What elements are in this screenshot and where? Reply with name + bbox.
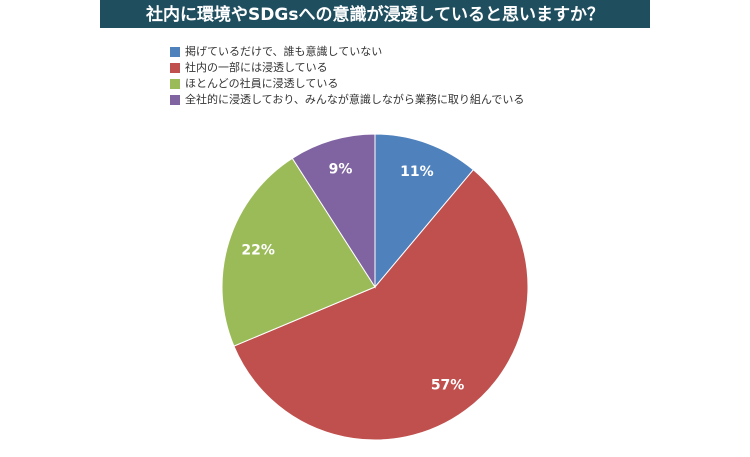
pie-slice xyxy=(374,133,475,289)
legend-label: 社内の一部には浸透している xyxy=(185,60,328,74)
legend-label: 全社的に浸透しており、みんなが意識しながら業務に取り組んでいる xyxy=(185,92,524,106)
legend-swatch xyxy=(170,63,180,73)
legend-swatch xyxy=(170,47,180,57)
legend-label: ほとんどの社員に浸透している xyxy=(185,76,338,90)
pie-slice xyxy=(221,157,376,347)
value-label: 57% xyxy=(431,378,465,394)
pie-slice xyxy=(233,169,529,441)
title-background xyxy=(100,0,650,28)
value-label: 22% xyxy=(241,243,275,259)
chart-title: 社内に環境やSDGsへの意識が浸透していると思いますか？ xyxy=(145,4,604,25)
legend-swatch xyxy=(170,95,180,105)
value-label: 9% xyxy=(329,162,353,178)
legend-swatch xyxy=(170,79,180,89)
legend-label: 掲げているだけで、誰も意識していない xyxy=(185,44,382,58)
pie-slice xyxy=(291,133,376,289)
value-label: 11% xyxy=(400,164,434,180)
